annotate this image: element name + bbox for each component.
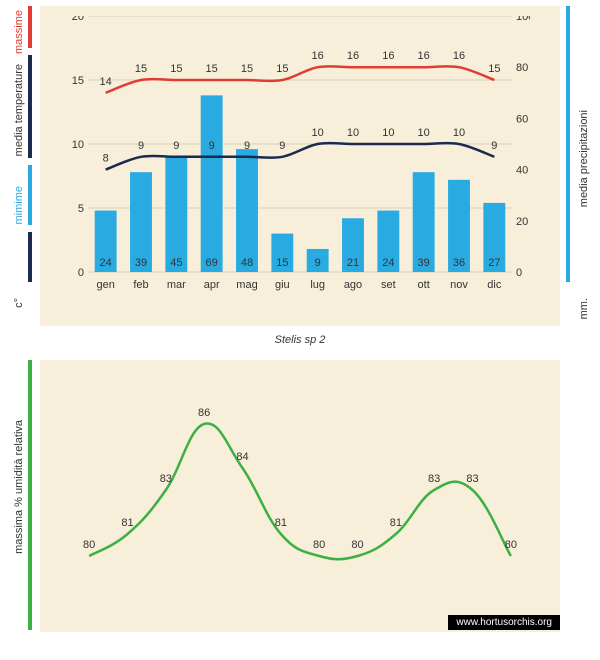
media-temp-indicator-bar	[28, 55, 32, 158]
media-precipitazioni-label: media precipitazioni	[578, 110, 590, 207]
climate-chart-svg: 0 5 10 15 20 0 20 40 60 80 100 24 39 45 69 48 15 9 21 24 39 3…	[70, 16, 530, 316]
svg-text:dic: dic	[487, 279, 502, 291]
svg-text:apr: apr	[204, 279, 220, 291]
svg-text:5: 5	[78, 203, 84, 215]
humidity-chart-svg: 80 81 83 86 84 81 80 80 81 83 83 80	[60, 370, 540, 620]
bottom-humidity-panel: 80 81 83 86 84 81 80 80 81 83 83 80	[40, 360, 560, 632]
svg-text:39: 39	[418, 257, 430, 269]
c-degree-label: c°	[13, 298, 25, 308]
svg-text:ago: ago	[344, 279, 362, 291]
svg-text:24: 24	[382, 257, 394, 269]
massima-humidity-label: massima % umidità relativa	[13, 420, 25, 554]
svg-text:0: 0	[78, 267, 84, 279]
svg-text:86: 86	[198, 407, 210, 419]
svg-text:14: 14	[100, 76, 112, 88]
svg-text:16: 16	[312, 50, 324, 62]
svg-text:69: 69	[206, 257, 218, 269]
svg-text:10: 10	[453, 127, 465, 139]
svg-text:0: 0	[516, 267, 522, 279]
svg-text:15: 15	[170, 63, 182, 75]
svg-text:20: 20	[72, 16, 84, 23]
mm-label: mm.	[578, 298, 590, 319]
svg-text:16: 16	[382, 50, 394, 62]
svg-text:84: 84	[236, 451, 248, 463]
svg-text:48: 48	[241, 257, 253, 269]
svg-text:80: 80	[351, 539, 363, 551]
svg-text:20: 20	[516, 216, 528, 228]
svg-text:ott: ott	[418, 279, 430, 291]
svg-text:set: set	[381, 279, 396, 291]
svg-text:9: 9	[173, 140, 179, 152]
svg-text:80: 80	[505, 539, 517, 551]
svg-text:80: 80	[313, 539, 325, 551]
svg-text:15: 15	[135, 63, 147, 75]
svg-text:9: 9	[209, 140, 215, 152]
svg-text:10: 10	[382, 127, 394, 139]
svg-text:10: 10	[312, 127, 324, 139]
svg-text:15: 15	[241, 63, 253, 75]
bottom-plot-area: 80 81 83 86 84 81 80 80 81 83 83 80	[60, 370, 540, 620]
minime-indicator-bar	[28, 165, 32, 225]
svg-text:16: 16	[418, 50, 430, 62]
svg-text:15: 15	[276, 257, 288, 269]
svg-text:60: 60	[516, 113, 528, 125]
svg-text:27: 27	[488, 257, 500, 269]
svg-text:15: 15	[72, 75, 84, 87]
media-temperature-label: media temperature	[13, 64, 25, 156]
svg-text:9: 9	[315, 257, 321, 269]
svg-text:9: 9	[279, 140, 285, 152]
svg-text:39: 39	[135, 257, 147, 269]
svg-text:mag: mag	[236, 279, 257, 291]
svg-text:100: 100	[516, 16, 530, 23]
svg-text:21: 21	[347, 257, 359, 269]
humidity-indicator-bar	[28, 360, 32, 630]
precip-right-indicator-bar	[566, 6, 570, 282]
svg-text:9: 9	[244, 140, 250, 152]
svg-text:15: 15	[206, 63, 218, 75]
svg-text:36: 36	[453, 257, 465, 269]
svg-text:24: 24	[100, 257, 112, 269]
svg-text:83: 83	[160, 473, 172, 485]
massime-indicator-bar	[28, 6, 32, 48]
c-indicator-bar	[28, 232, 32, 282]
top-plot-area: 0 5 10 15 20 0 20 40 60 80 100 24 39 45 69 48 15 9 21 24 39 3…	[70, 16, 530, 296]
svg-text:40: 40	[516, 165, 528, 177]
svg-text:81: 81	[275, 517, 287, 529]
species-subtitle: Stelis sp 2	[0, 334, 600, 346]
svg-text:83: 83	[466, 473, 478, 485]
minime-label: mimime	[13, 186, 25, 225]
svg-text:8: 8	[103, 153, 109, 165]
svg-text:45: 45	[170, 257, 182, 269]
svg-text:16: 16	[347, 50, 359, 62]
svg-text:nov: nov	[450, 279, 468, 291]
svg-text:giu: giu	[275, 279, 290, 291]
svg-text:16: 16	[453, 50, 465, 62]
svg-text:83: 83	[428, 473, 440, 485]
watermark-badge: www.hortusorchis.org	[448, 615, 560, 630]
svg-text:15: 15	[488, 63, 500, 75]
top-climate-panel: 0 5 10 15 20 0 20 40 60 80 100 24 39 45 69 48 15 9 21 24 39 3…	[40, 6, 560, 326]
svg-text:80: 80	[83, 539, 95, 551]
svg-text:10: 10	[72, 139, 84, 151]
svg-text:81: 81	[121, 517, 133, 529]
svg-text:lug: lug	[310, 279, 325, 291]
svg-text:15: 15	[276, 63, 288, 75]
svg-text:10: 10	[347, 127, 359, 139]
svg-text:9: 9	[138, 140, 144, 152]
svg-text:mar: mar	[167, 279, 186, 291]
svg-text:10: 10	[418, 127, 430, 139]
svg-text:81: 81	[390, 517, 402, 529]
massime-label: massime	[13, 10, 25, 54]
svg-text:80: 80	[516, 62, 528, 74]
svg-text:gen: gen	[96, 279, 114, 291]
svg-text:9: 9	[491, 140, 497, 152]
svg-text:feb: feb	[133, 279, 148, 291]
